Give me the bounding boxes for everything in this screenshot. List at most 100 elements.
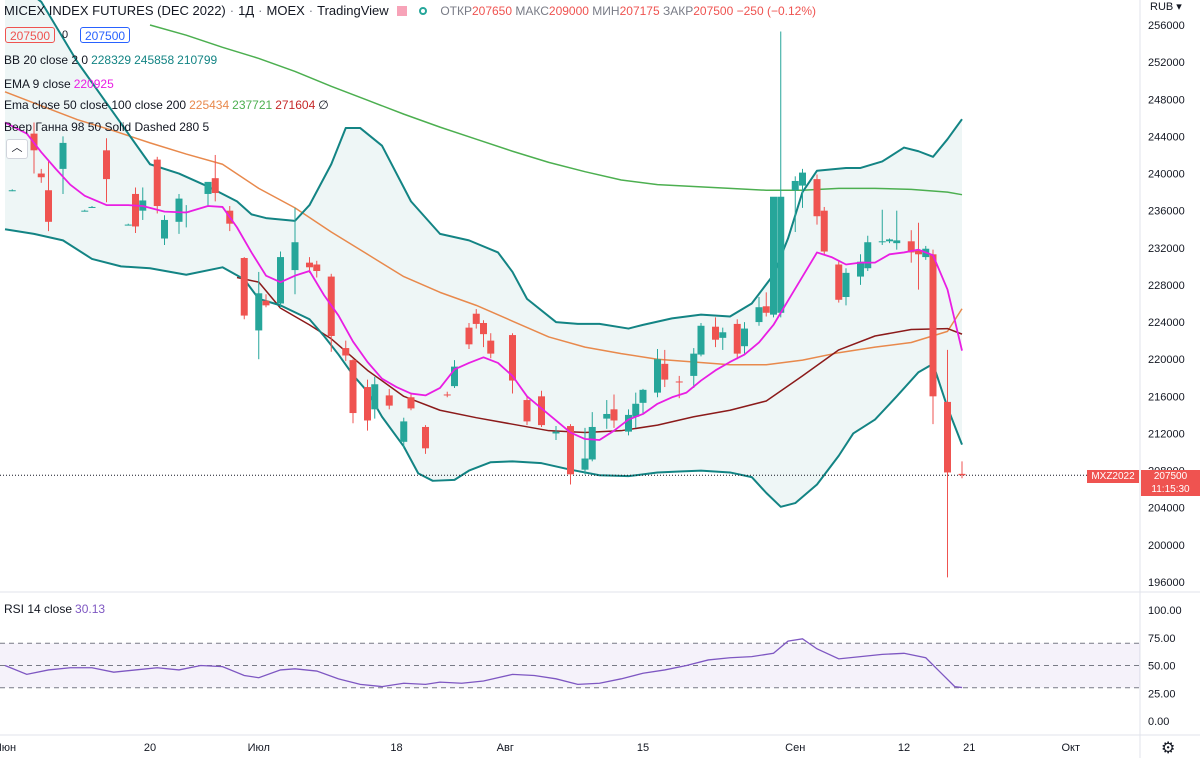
candle-body-67 [813, 179, 821, 217]
candle-body-44 [567, 426, 574, 475]
candle-body-8 [124, 224, 132, 226]
price-tick-8: 224000 [1148, 317, 1185, 329]
price-tick-10: 216000 [1148, 391, 1185, 403]
candle-body-49 [625, 414, 632, 432]
candle-body-74 [886, 239, 893, 242]
candle-body-51 [639, 389, 647, 403]
candle-body-75 [893, 240, 901, 244]
candle-body-32 [407, 397, 415, 409]
candle-body-24 [313, 264, 321, 272]
candle-body-45 [581, 458, 589, 470]
spread-value: 0 [62, 29, 69, 41]
candle-body-0 [8, 190, 16, 192]
price-tick-14: 200000 [1148, 540, 1185, 552]
candle-body-28 [364, 387, 371, 421]
rsi-tick-0: 100.00 [1148, 605, 1182, 617]
candle-body-19 [255, 293, 263, 331]
symbol-name[interactable]: MICEX INDEX FUTURES (DEC 2022) [4, 3, 226, 18]
candle-body-72 [864, 242, 872, 269]
buy-price-box[interactable]: 207500 [80, 27, 131, 43]
candle-body-47 [603, 413, 611, 419]
bb-band-fill [5, 0, 962, 507]
candle-body-7 [103, 150, 110, 180]
candle-body-27 [349, 360, 357, 414]
ema9-line [4, 121, 963, 441]
candle-body-62 [762, 306, 770, 313]
price-tick-5: 236000 [1148, 206, 1185, 218]
candle-body-60 [741, 328, 748, 347]
rsi-legend[interactable]: RSI 14 close 30.13 [4, 602, 106, 616]
candle-body-13 [175, 198, 183, 222]
change-value: −250 (−0.12%) [736, 4, 817, 18]
sell-price-box[interactable]: 207500 [5, 27, 56, 43]
candle-body-4 [59, 142, 67, 169]
countdown-tag: 11:15:30 [1141, 483, 1200, 496]
time-label-0: Июн [0, 742, 16, 754]
time-label-2: Июл [248, 742, 270, 754]
price-tick-11: 212000 [1148, 428, 1185, 440]
time-label-1: 20 [144, 742, 156, 754]
candle-body-61 [755, 307, 763, 323]
time-label-3: 18 [390, 742, 402, 754]
gear-icon[interactable]: ⚙ [1161, 740, 1176, 757]
candle-body-43 [552, 431, 560, 434]
candle-body-15 [204, 181, 212, 194]
time-label-8: 21 [963, 742, 975, 754]
candle-body-33 [422, 426, 429, 449]
bb-legend[interactable]: BB 20 close 2 0 228329 245858 210799 [4, 53, 218, 67]
candle-body-69 [835, 264, 843, 300]
candle-body-2 [37, 173, 45, 178]
rsi-line [4, 638, 963, 689]
candle-body-40 [509, 335, 516, 381]
ema9-legend[interactable]: EMA 9 close 220925 [4, 77, 114, 91]
market-status-icon [418, 7, 427, 15]
last-price-tag: 207500 [1141, 470, 1200, 483]
chevron-up-icon[interactable]: ︿ [6, 139, 28, 159]
candle-body-80 [944, 401, 951, 473]
price-tick-6: 232000 [1148, 243, 1185, 255]
candle-body-5 [81, 210, 89, 212]
candle-body-9 [132, 193, 139, 227]
bb-lower-line [4, 228, 963, 508]
currency-label[interactable]: RUB ▾ [1150, 1, 1182, 13]
rsi-tick-4: 0.00 [1148, 716, 1169, 728]
candle-body-54 [675, 381, 683, 383]
ema50-line [4, 91, 963, 366]
candle-body-22 [291, 242, 299, 271]
candle-body-39 [487, 340, 495, 354]
candle-body-36 [465, 327, 473, 345]
ema100-line [149, 24, 963, 196]
candle-body-53 [661, 363, 669, 380]
rsi-tick-3: 25.00 [1148, 688, 1176, 700]
candle-body-76 [907, 241, 915, 253]
rsi-tick-2: 50.00 [1148, 661, 1176, 673]
price-tick-2: 248000 [1148, 94, 1185, 106]
time-label-4: Авг [497, 742, 514, 754]
candle-body-37 [472, 313, 480, 324]
candle-body-59 [733, 323, 741, 354]
interval-label[interactable]: 1Д [238, 3, 255, 18]
candle-body-52 [654, 359, 661, 393]
flag-icon[interactable] [396, 6, 407, 16]
price-tick-3: 244000 [1148, 131, 1185, 143]
candle-body-50 [632, 403, 640, 417]
candle-body-55 [690, 353, 698, 376]
time-label-7: 12 [898, 742, 910, 754]
candle-body-68 [820, 210, 828, 252]
candle-body-34 [443, 394, 451, 396]
candle-body-65 [791, 180, 799, 191]
ema-legend[interactable]: Ema close 50 close 100 close 200 225434 23… [4, 98, 329, 112]
price-tick-1: 252000 [1148, 57, 1185, 69]
candle-body-64 [777, 196, 785, 313]
candle-body-18 [240, 258, 248, 316]
candle-body-31 [400, 421, 408, 442]
candle-body-11 [153, 159, 161, 207]
candle-body-63 [770, 196, 777, 315]
gann-legend[interactable]: Веер Ганна 98 50 Solid Dashed 280 5 [4, 120, 210, 134]
rsi-tick-1: 75.00 [1148, 633, 1176, 645]
candle-body-12 [161, 219, 168, 239]
candle-body-16 [211, 178, 219, 194]
candle-body-30 [385, 395, 393, 406]
